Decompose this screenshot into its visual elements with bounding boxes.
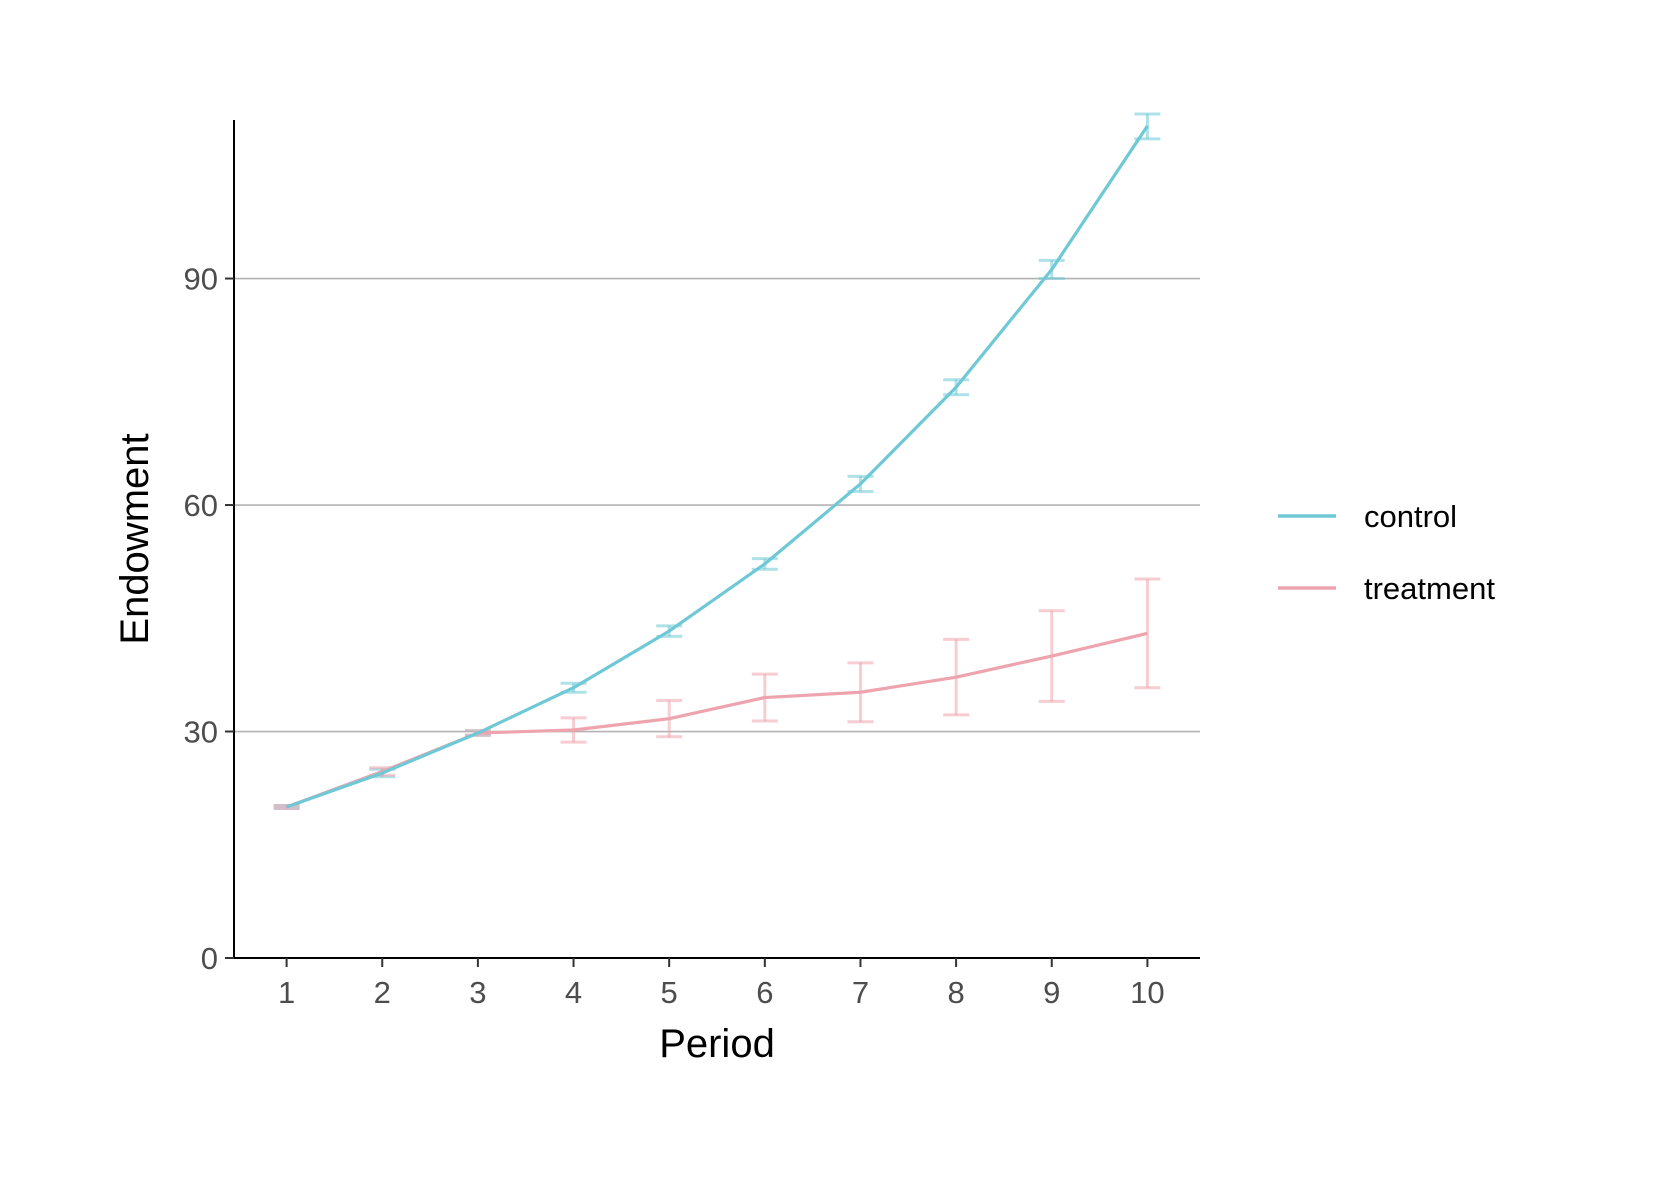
axes [233,120,1200,959]
x-tick-label-10: 10 [1130,975,1164,1010]
error-bars [273,112,1161,811]
x-tick-label-4: 4 [565,975,582,1010]
tick-labels: 0 30 60 90 1 2 3 4 5 6 7 8 9 10 [184,262,1165,1010]
y-tick-label-60: 60 [184,488,218,523]
y-tick-label-0: 0 [201,941,218,976]
x-tick-label-5: 5 [661,975,678,1010]
x-tick-label-6: 6 [756,975,773,1010]
series-line-treatment [286,631,1148,809]
legend: control treatment [1278,499,1495,606]
y-tick-label-90: 90 [184,262,218,297]
x-tick-label-1: 1 [278,975,295,1010]
x-axis-title: Period [659,1022,775,1066]
x-tick-label-2: 2 [374,975,391,1010]
x-tick-label-8: 8 [947,975,964,1010]
legend-label-control: control [1364,499,1457,534]
x-tick-label-3: 3 [469,975,486,1010]
y-tick-label-30: 30 [184,715,218,750]
x-tick-label-7: 7 [852,975,869,1010]
series-line-control [286,125,1149,809]
x-tick-label-9: 9 [1043,975,1060,1010]
series-lines [286,125,1149,809]
grid-lines [234,277,1200,733]
y-axis-title: Endowment [113,433,157,644]
legend-label-treatment: treatment [1364,571,1495,606]
